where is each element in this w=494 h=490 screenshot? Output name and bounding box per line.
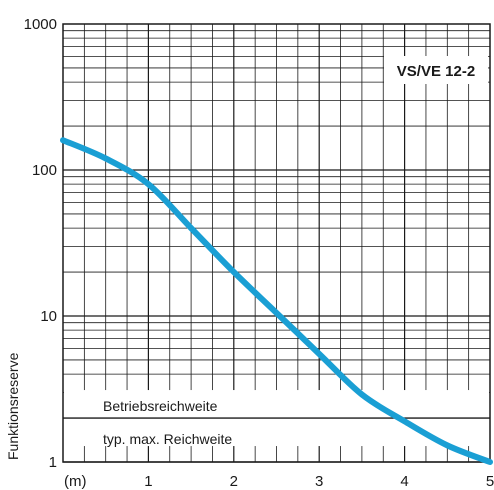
- series-group: [60, 137, 493, 465]
- x-tick-label: 1: [144, 473, 152, 490]
- plot-frame: [62, 23, 491, 463]
- threshold-label-above: Betriebsreichweite: [103, 398, 218, 414]
- y-tick-label: 10: [40, 308, 57, 325]
- y-tick-label: 1000: [24, 16, 57, 33]
- y-tick-label: 100: [32, 162, 57, 179]
- x-tick-label: 2: [230, 473, 238, 490]
- series-line: [60, 137, 493, 465]
- y-tick-label: 1: [49, 454, 57, 471]
- model-label-background: [384, 56, 488, 84]
- x-tick-label: 5: [486, 473, 494, 490]
- x-tick-label: 3: [315, 473, 323, 490]
- plot-border: [62, 23, 491, 463]
- model-label: VS/VE 12-2: [397, 63, 475, 80]
- threshold-label-below: typ. max. Reichweite: [103, 431, 232, 447]
- label-group: VS/VE 12-2 1 10 100 1000 1 2 3 4 5 (m) Funktionsres…: [5, 16, 494, 490]
- threshold-line: Betriebsreichweite typ. max. Reichweite: [63, 390, 490, 447]
- grid-lines: [63, 24, 490, 463]
- x-axis-unit-label: (m): [64, 473, 87, 490]
- y-axis-label: Funktionsreserve: [5, 352, 21, 460]
- x-tick-label: 4: [400, 473, 408, 490]
